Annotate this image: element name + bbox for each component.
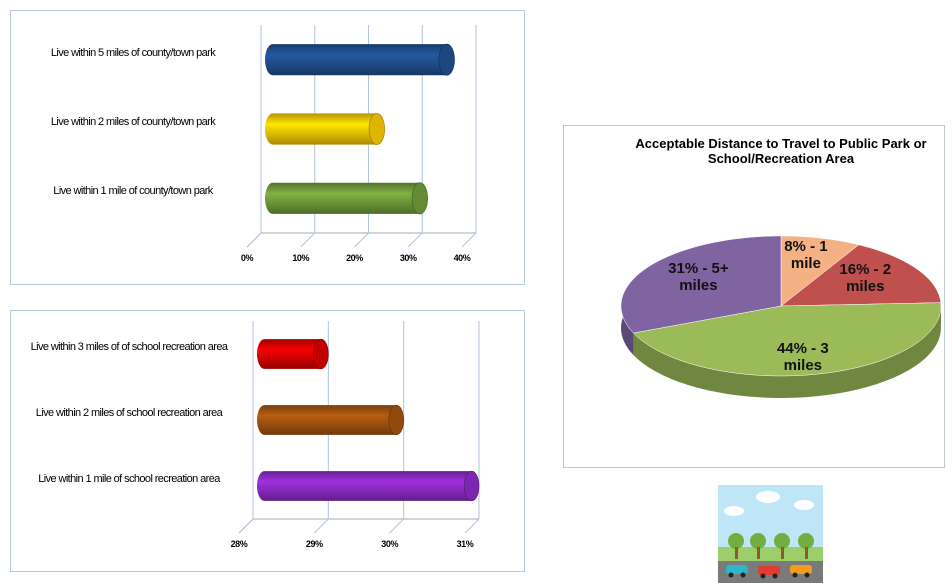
- bar: [257, 405, 404, 435]
- pie-slice: [780, 244, 942, 307]
- grid-line: [464, 518, 480, 534]
- category-label: Live within 2 miles of school recreation…: [35, 407, 223, 419]
- x-tick-label: 31%: [456, 539, 474, 549]
- chart-title: Acceptable Distance to Travel to Public …: [635, 136, 927, 166]
- pie-slice: [620, 235, 782, 334]
- data-label: 8% - 1 mile: [784, 238, 828, 273]
- grid-line: [300, 232, 316, 248]
- bar-cap: [438, 43, 455, 76]
- x-tick-label: 10%: [292, 253, 310, 263]
- data-label: 31% - 5+ miles: [668, 259, 729, 294]
- chart-panel: 28% 29% 30% 31% Live within 3 miles of of sc…: [10, 310, 525, 572]
- grid-line: [354, 232, 369, 248]
- x-tick-label: 0%: [240, 253, 254, 263]
- chart-panel: 0% 10% 20% 30% 40% Live within 5 miles of cou…: [10, 10, 525, 285]
- data-label: 16% - 2 miles: [839, 261, 892, 296]
- category-label: Live within 1 mile of county/town park: [53, 185, 213, 198]
- chart: [246, 25, 477, 248]
- bar-cap: [411, 182, 428, 215]
- grid-line: [461, 232, 477, 248]
- x-tick-label: 30%: [399, 253, 417, 263]
- chart: [238, 321, 480, 534]
- category-label: Live within 3 miles of of school recreat…: [30, 341, 228, 353]
- pie-side: [633, 302, 941, 398]
- grid-line: [246, 232, 262, 248]
- bar-cap: [368, 113, 385, 145]
- bar: [265, 44, 455, 76]
- x-tick-label: 30%: [381, 539, 399, 549]
- pie-slice: [632, 302, 942, 377]
- grid-line: [407, 232, 423, 248]
- bar: [257, 471, 479, 501]
- grid-line: [238, 518, 254, 534]
- category-label: Live within 5 miles of county/town park: [50, 46, 216, 59]
- bar-cap: [463, 470, 480, 502]
- category-label: Live within 1 mile of school recreation …: [38, 473, 220, 485]
- bar-cap: [388, 404, 404, 436]
- chart-panel: Acceptable Distance to Travel to Public …: [563, 125, 945, 468]
- x-tick-label: 20%: [346, 253, 363, 263]
- traffic-icon: [718, 485, 823, 583]
- bar-cap: [313, 338, 329, 370]
- bar: [265, 113, 385, 145]
- bar: [265, 182, 428, 214]
- x-tick-label: 40%: [453, 253, 471, 263]
- bar: [257, 339, 329, 369]
- category-label: Live within 2 miles of county/town park: [50, 116, 216, 128]
- grid-line: [389, 518, 405, 534]
- pie-slice: [780, 235, 860, 307]
- grid-line: [313, 518, 329, 534]
- chart: [620, 235, 942, 398]
- x-tick-label: 29%: [305, 539, 323, 549]
- data-label: 44% - 3 miles: [776, 340, 829, 375]
- x-tick-label: 28%: [230, 539, 248, 549]
